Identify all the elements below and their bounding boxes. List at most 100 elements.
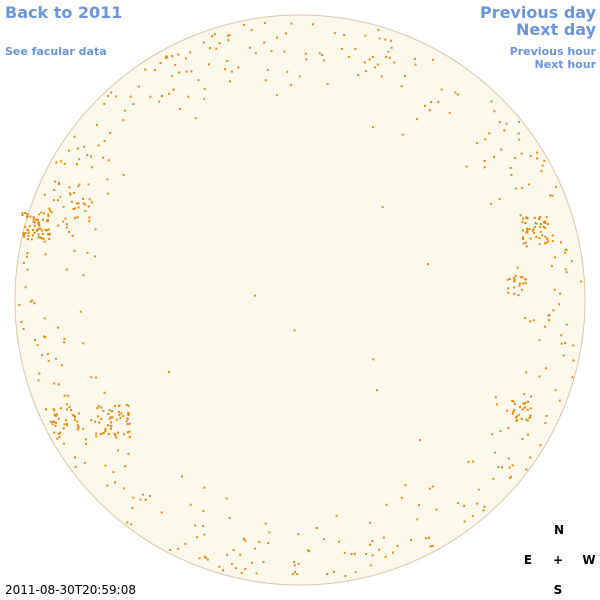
facula — [20, 321, 23, 323]
facula — [203, 87, 206, 90]
facula — [498, 198, 501, 201]
facula — [518, 282, 521, 285]
facula — [40, 237, 43, 240]
facula — [517, 413, 520, 416]
facula — [518, 284, 521, 287]
facula — [490, 202, 493, 205]
facula — [525, 278, 527, 281]
facula — [56, 413, 58, 416]
facula — [57, 417, 60, 420]
facula — [511, 412, 514, 415]
facula — [264, 79, 267, 82]
facula — [66, 408, 69, 411]
facula — [42, 218, 44, 221]
facula — [62, 427, 65, 430]
facula — [463, 504, 466, 507]
facula — [424, 537, 427, 540]
facula — [57, 224, 60, 227]
facula — [517, 132, 520, 135]
facula — [506, 278, 509, 281]
facula — [179, 108, 182, 110]
facula — [43, 240, 46, 243]
facula — [226, 553, 228, 556]
facula — [84, 203, 87, 206]
facula — [218, 565, 221, 568]
facula — [93, 255, 96, 258]
facula — [507, 457, 510, 460]
back-link[interactable]: Back to 2011 — [5, 3, 123, 22]
facula — [115, 436, 118, 439]
next-hour-link[interactable]: Next hour — [534, 58, 597, 71]
facula — [42, 237, 45, 240]
facula — [161, 95, 163, 97]
facula — [102, 432, 105, 434]
facula — [553, 288, 556, 291]
prev-day-link[interactable]: Previous day — [479, 3, 596, 22]
facula — [384, 555, 387, 558]
facula — [203, 555, 206, 558]
facula — [532, 228, 535, 231]
facula — [55, 357, 57, 360]
facula — [46, 229, 48, 232]
facula — [73, 249, 76, 252]
facula — [169, 549, 172, 551]
facula — [493, 155, 495, 158]
facula — [68, 406, 71, 409]
facula — [26, 216, 28, 218]
facula — [95, 376, 97, 379]
facula — [82, 427, 85, 430]
facula — [97, 405, 100, 408]
facula — [290, 22, 293, 25]
facula — [68, 186, 71, 189]
facula — [88, 198, 91, 201]
facula — [53, 189, 56, 191]
facula — [401, 133, 404, 136]
facula — [472, 460, 475, 463]
facula — [306, 549, 309, 552]
facula — [525, 371, 528, 374]
facula — [63, 341, 66, 344]
facula — [122, 415, 125, 418]
facula — [77, 206, 80, 209]
facula — [448, 111, 451, 114]
facula — [44, 253, 47, 256]
facula — [364, 34, 367, 37]
facular-link[interactable]: See facular data — [5, 45, 107, 58]
facula — [33, 339, 36, 341]
facula — [440, 88, 443, 91]
facula — [26, 268, 29, 271]
facula — [477, 488, 480, 491]
facula — [90, 155, 92, 158]
solar-disk — [14, 14, 586, 586]
facula — [572, 359, 575, 362]
next-day-link[interactable]: Next day — [516, 20, 596, 39]
facula — [338, 540, 340, 543]
facula — [326, 83, 329, 85]
facula — [437, 100, 440, 103]
facula — [545, 216, 548, 219]
facula — [65, 403, 68, 406]
facula — [213, 33, 216, 36]
facula — [43, 193, 46, 196]
facula — [539, 230, 542, 233]
facula — [226, 60, 229, 62]
facula — [390, 39, 392, 42]
facula — [73, 191, 76, 194]
facula — [548, 319, 550, 322]
facula — [73, 135, 76, 138]
facula — [50, 211, 53, 214]
facula — [414, 63, 417, 66]
facula — [562, 354, 565, 357]
facula — [85, 442, 87, 445]
prev-hour-link[interactable]: Previous hour — [509, 45, 596, 58]
facula — [68, 231, 70, 233]
facula — [41, 232, 44, 235]
facula — [103, 140, 106, 143]
facula — [55, 414, 57, 417]
facula — [102, 410, 105, 412]
facula — [38, 372, 41, 375]
facula — [74, 217, 76, 220]
facula — [534, 222, 537, 224]
facula — [26, 238, 29, 241]
